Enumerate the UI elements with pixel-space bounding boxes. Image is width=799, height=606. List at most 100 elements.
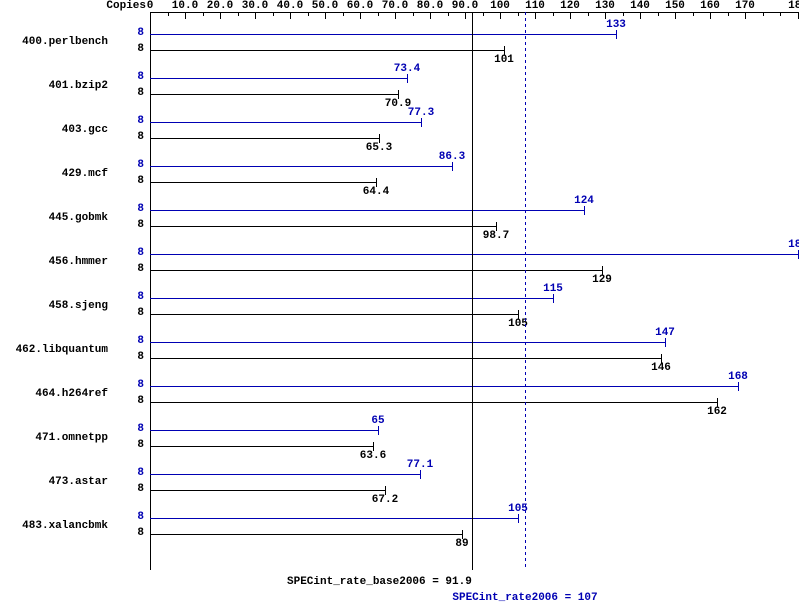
copies-base: 8 bbox=[112, 263, 144, 275]
benchmark-name: 458.sjeng bbox=[0, 300, 108, 312]
copies-peak: 8 bbox=[112, 423, 144, 435]
copies-peak: 8 bbox=[112, 335, 144, 347]
base-bar bbox=[150, 270, 602, 271]
peak-bar-cap bbox=[738, 382, 739, 391]
peak-value: 168 bbox=[728, 371, 748, 383]
peak-bar bbox=[150, 518, 518, 519]
peak-bar bbox=[150, 78, 407, 79]
peak-bar-cap bbox=[665, 338, 666, 347]
peak-bar bbox=[150, 474, 420, 475]
base-bar bbox=[150, 358, 661, 359]
x-tick-minor bbox=[483, 12, 484, 16]
peak-bar bbox=[150, 342, 665, 343]
x-tick-major bbox=[465, 12, 466, 19]
x-tick-label: 50.0 bbox=[312, 0, 338, 12]
x-tick-minor bbox=[378, 12, 379, 16]
copies-base: 8 bbox=[112, 87, 144, 99]
copies-base: 8 bbox=[112, 307, 144, 319]
copies-base: 8 bbox=[112, 131, 144, 143]
base-bar bbox=[150, 50, 504, 51]
x-tick-minor bbox=[273, 12, 274, 16]
peak-value: 65 bbox=[371, 415, 384, 427]
reference-label: SPECint_rate2006 = 107 bbox=[452, 592, 597, 604]
x-tick-minor bbox=[168, 12, 169, 16]
x-tick-label: 100 bbox=[490, 0, 510, 12]
benchmark-name: 473.astar bbox=[0, 476, 108, 488]
x-tick-minor bbox=[238, 12, 239, 16]
copies-peak: 8 bbox=[112, 115, 144, 127]
x-tick-label: 160 bbox=[700, 0, 720, 12]
x-tick-minor bbox=[588, 12, 589, 16]
peak-bar bbox=[150, 298, 553, 299]
x-tick-major bbox=[150, 12, 151, 19]
y-axis-edge bbox=[150, 12, 151, 570]
base-value: 64.4 bbox=[363, 186, 389, 198]
copies-base: 8 bbox=[112, 527, 144, 539]
x-tick-label: 140 bbox=[630, 0, 650, 12]
copies-base: 8 bbox=[112, 219, 144, 231]
x-tick-label: 130 bbox=[595, 0, 615, 12]
x-tick-major bbox=[640, 12, 641, 19]
x-tick-label: 185 bbox=[788, 0, 799, 12]
x-tick-label: 30.0 bbox=[242, 0, 268, 12]
peak-value: 133 bbox=[606, 19, 626, 31]
x-tick-minor bbox=[308, 12, 309, 16]
copies-peak: 8 bbox=[112, 379, 144, 391]
copies-peak: 8 bbox=[112, 467, 144, 479]
x-tick-major bbox=[675, 12, 676, 19]
x-tick-major bbox=[500, 12, 501, 19]
x-tick-label: 70.0 bbox=[382, 0, 408, 12]
x-tick-major bbox=[710, 12, 711, 19]
x-tick-major bbox=[220, 12, 221, 19]
copies-base: 8 bbox=[112, 395, 144, 407]
base-value: 63.6 bbox=[360, 450, 386, 462]
benchmark-name: 483.xalancbmk bbox=[0, 520, 108, 532]
x-tick-label: 40.0 bbox=[277, 0, 303, 12]
x-tick-label: 110 bbox=[525, 0, 545, 12]
x-tick-minor bbox=[728, 12, 729, 16]
base-value: 162 bbox=[707, 406, 727, 418]
peak-bar bbox=[150, 430, 378, 431]
spec-rate-chart: 010.020.030.040.050.060.070.080.090.0100… bbox=[0, 0, 799, 606]
x-tick-label: 120 bbox=[560, 0, 580, 12]
x-tick-label: 90.0 bbox=[452, 0, 478, 12]
base-bar bbox=[150, 534, 462, 535]
peak-bar-cap bbox=[378, 426, 379, 435]
x-tick-major bbox=[185, 12, 186, 19]
base-bar bbox=[150, 402, 717, 403]
benchmark-name: 429.mcf bbox=[0, 168, 108, 180]
copies-peak: 8 bbox=[112, 291, 144, 303]
benchmark-name: 456.hmmer bbox=[0, 256, 108, 268]
reference-label: SPECint_rate_base2006 = 91.9 bbox=[287, 576, 472, 588]
reference-line bbox=[472, 12, 473, 570]
benchmark-name: 401.bzip2 bbox=[0, 80, 108, 92]
x-tick-major bbox=[255, 12, 256, 19]
x-tick-minor bbox=[343, 12, 344, 16]
x-tick-minor bbox=[693, 12, 694, 16]
peak-value: 77.3 bbox=[408, 107, 434, 119]
benchmark-name: 445.gobmk bbox=[0, 212, 108, 224]
peak-value: 185 bbox=[788, 239, 799, 251]
x-tick-major bbox=[605, 12, 606, 19]
x-tick-minor bbox=[780, 12, 781, 16]
peak-value: 86.3 bbox=[439, 151, 465, 163]
x-tick-label: 60.0 bbox=[347, 0, 373, 12]
base-bar bbox=[150, 182, 376, 183]
x-tick-minor bbox=[413, 12, 414, 16]
x-tick-major bbox=[745, 12, 746, 19]
x-tick-minor bbox=[448, 12, 449, 16]
copies-peak: 8 bbox=[112, 71, 144, 83]
copies-base: 8 bbox=[112, 351, 144, 363]
base-value: 89 bbox=[455, 538, 468, 550]
benchmark-name: 464.h264ref bbox=[0, 388, 108, 400]
base-bar bbox=[150, 226, 496, 227]
x-tick-label: 20.0 bbox=[207, 0, 233, 12]
peak-value: 77.1 bbox=[407, 459, 433, 471]
copies-peak: 8 bbox=[112, 511, 144, 523]
base-value: 146 bbox=[651, 362, 671, 374]
peak-value: 124 bbox=[574, 195, 594, 207]
peak-bar bbox=[150, 34, 616, 35]
base-bar bbox=[150, 94, 398, 95]
peak-bar bbox=[150, 254, 798, 255]
x-tick-major bbox=[360, 12, 361, 19]
